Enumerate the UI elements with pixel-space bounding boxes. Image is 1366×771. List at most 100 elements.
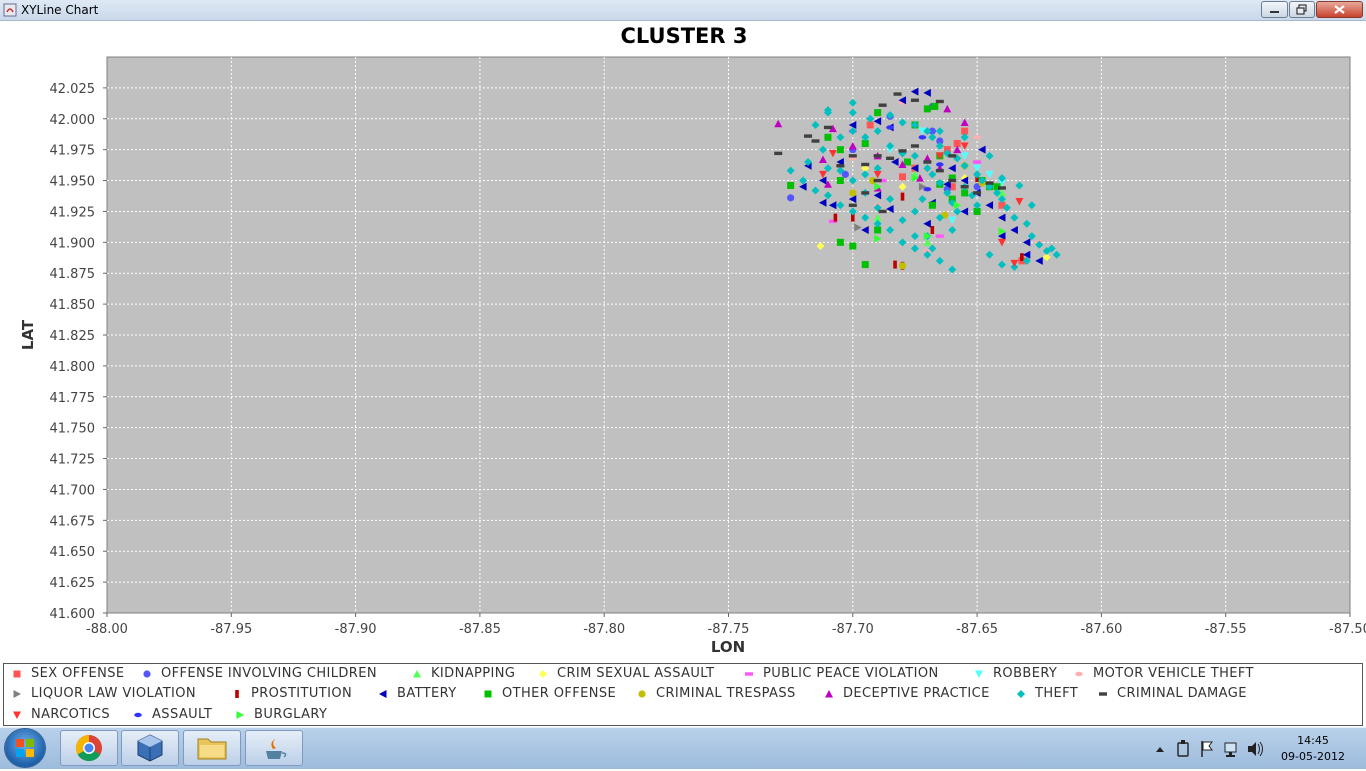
y-tick-label: 41.750 xyxy=(50,422,96,437)
data-point-theft xyxy=(818,145,827,154)
data-point-offense-involving-children xyxy=(928,127,936,135)
action-center-flag-icon[interactable] xyxy=(1201,741,1213,757)
data-point-offense-involving-children xyxy=(973,183,981,191)
data-point-theft xyxy=(823,164,832,173)
y-tick-label: 41.900 xyxy=(50,236,96,251)
data-point-theft xyxy=(1052,250,1061,259)
data-point-battery xyxy=(1022,238,1031,247)
data-point-criminal-damage xyxy=(873,178,882,183)
legend-label: BATTERY xyxy=(397,686,457,701)
data-point-other-offense xyxy=(861,261,869,269)
data-point-deceptive-practice xyxy=(953,145,962,154)
legend-symbol xyxy=(825,690,833,698)
data-point-theft xyxy=(928,244,937,253)
data-point-theft xyxy=(1022,219,1031,228)
data-point-battery xyxy=(910,164,919,173)
data-point-theft xyxy=(928,133,937,142)
legend-label: LIQUOR LAW VIOLATION xyxy=(31,686,197,701)
legend-symbol xyxy=(13,670,21,678)
data-point-theft xyxy=(886,111,895,120)
data-point-theft xyxy=(886,195,895,204)
data-point-theft xyxy=(928,170,937,179)
data-point-theft xyxy=(910,244,919,253)
taskbar-java-button[interactable] xyxy=(245,730,303,766)
data-point-battery xyxy=(1022,250,1031,259)
legend-marker-liquor-law-violation xyxy=(13,690,21,698)
close-button[interactable] xyxy=(1316,1,1363,18)
data-point-theft xyxy=(910,151,919,160)
taskbar-clock[interactable]: 14:45 09-05-2012 xyxy=(1270,733,1356,765)
data-point-battery xyxy=(873,117,882,126)
data-point-theft xyxy=(1027,201,1036,210)
legend-label: DECEPTIVE PRACTICE xyxy=(843,686,990,701)
data-point-robbery xyxy=(918,127,927,136)
data-point-battery xyxy=(1010,225,1018,234)
data-point-battery xyxy=(923,219,931,228)
data-point-battery xyxy=(898,96,907,105)
volume-icon[interactable] xyxy=(1248,741,1263,757)
data-point-narcotics xyxy=(1010,259,1019,268)
data-point-assault xyxy=(936,162,944,167)
data-point-other-offense xyxy=(903,158,911,166)
chart-title: CLUSTER 3 xyxy=(621,24,748,48)
network-icon[interactable] xyxy=(1224,742,1237,757)
data-point-crim-sexual-assault xyxy=(898,182,907,191)
taskbar-explorer-button[interactable] xyxy=(183,730,241,766)
legend-label: OFFENSE INVOLVING CHILDREN xyxy=(161,666,377,681)
restore-button[interactable] xyxy=(1289,1,1315,18)
taskbar-virtualbox-button[interactable] xyxy=(121,730,179,766)
data-point-robbery xyxy=(948,216,957,225)
data-point-narcotics xyxy=(935,152,944,160)
data-point-liquor-law-violation xyxy=(854,223,862,232)
y-tick-label: 41.700 xyxy=(50,483,96,498)
data-point-theft xyxy=(948,265,957,274)
data-point-theft xyxy=(935,179,944,188)
data-point-criminal-damage xyxy=(848,203,857,207)
taskbar-chrome-button[interactable] xyxy=(60,730,118,766)
data-point-criminal-damage xyxy=(985,181,994,185)
legend-symbol xyxy=(975,670,983,678)
data-point-criminal-damage xyxy=(873,154,882,158)
legend-marker-sex-offense xyxy=(13,670,21,678)
data-point-deceptive-practice xyxy=(828,124,837,133)
data-point-criminal-damage xyxy=(878,103,887,107)
data-point-battery xyxy=(891,158,899,167)
usb-device-icon[interactable] xyxy=(1177,740,1189,757)
data-point-theft xyxy=(985,151,994,160)
data-point-battery xyxy=(997,213,1006,222)
data-point-theft xyxy=(1022,256,1031,265)
legend-symbol xyxy=(1017,690,1025,698)
data-point-battery xyxy=(873,191,882,200)
data-point-theft xyxy=(848,98,857,107)
data-point-battery xyxy=(943,180,951,189)
y-tick-label: 41.725 xyxy=(50,453,96,468)
show-hidden-icons-icon[interactable] xyxy=(1156,747,1164,752)
y-tick-label: 41.925 xyxy=(50,205,96,220)
data-point-criminal-damage xyxy=(973,191,982,195)
legend-label: KIDNAPPING xyxy=(431,666,516,681)
minimize-button[interactable] xyxy=(1261,1,1288,18)
start-button[interactable] xyxy=(5,729,45,767)
data-point-theft xyxy=(923,164,932,173)
data-point-criminal-damage xyxy=(861,191,870,195)
x-tick-label: -87.55 xyxy=(1205,622,1247,637)
data-point-sex-offense xyxy=(998,201,1006,209)
data-point-battery xyxy=(818,176,827,185)
data-point-prostitution xyxy=(1020,253,1024,262)
data-point-theft xyxy=(985,250,994,259)
minimize-icon xyxy=(1270,11,1279,13)
legend-symbol xyxy=(236,711,244,719)
clock-date: 09-05-2012 xyxy=(1281,750,1345,763)
data-point-theft xyxy=(804,158,813,167)
data-point-burglary xyxy=(874,234,882,243)
data-point-prostitution xyxy=(893,260,897,269)
y-tick-label: 41.625 xyxy=(50,576,96,591)
legend-marker-narcotics xyxy=(13,711,21,719)
data-point-liquor-law-violation xyxy=(918,182,927,191)
legend-label: CRIM SEXUAL ASSAULT xyxy=(557,666,715,681)
y-tick-label: 41.675 xyxy=(50,514,96,529)
data-point-criminal-damage xyxy=(811,139,820,143)
legend-marker-deceptive-practice xyxy=(825,690,833,698)
window-titlebar: XYLine Chart xyxy=(0,0,1366,21)
x-tick-label: -87.65 xyxy=(956,622,998,637)
